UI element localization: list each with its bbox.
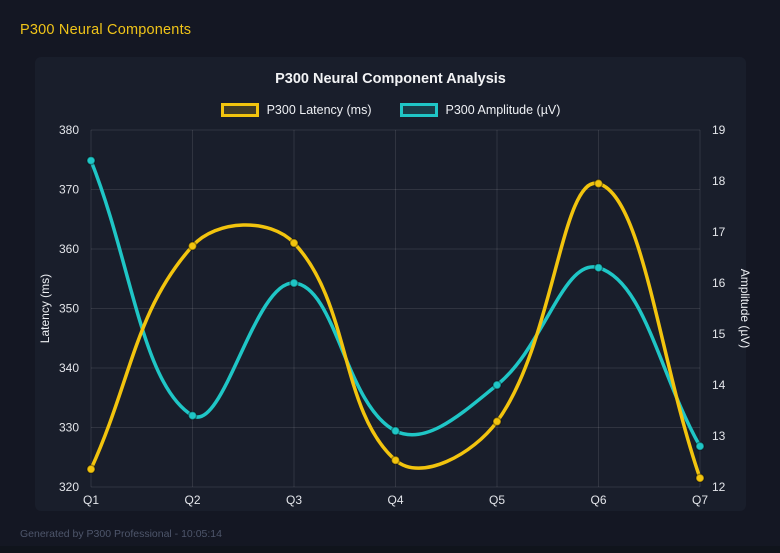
page-title: P300 Neural Components: [20, 22, 192, 38]
legend-item-latency[interactable]: P300 Latency (ms): [220, 103, 372, 117]
chart-card: P300 Neural Component Analysis P300 Late…: [35, 57, 746, 511]
footer-status: Generated by P300 Professional - 10:05:1…: [20, 528, 222, 540]
amplitude-point-Q6[interactable]: [593, 262, 604, 273]
bottom-edge: [0, 546, 780, 553]
amplitude-legend-swatch-icon: [399, 103, 438, 117]
x-axis-tick: Q2: [184, 493, 200, 507]
right-axis-tick: 13: [712, 429, 726, 443]
amplitude-point-Q1[interactable]: [86, 155, 96, 166]
left-axis-tick: 320: [59, 480, 79, 494]
left-axis-tick: 360: [59, 242, 79, 256]
left-axis-tick: 340: [59, 361, 79, 375]
right-axis-tick: 17: [712, 225, 726, 239]
right-axis-tick: 12: [712, 480, 726, 494]
latency-point-Q2[interactable]: [187, 241, 198, 251]
gridlines: [90, 129, 701, 488]
latency-point-Q1[interactable]: [86, 464, 96, 474]
legend-label-amplitude: P300 Amplitude (µV): [445, 103, 561, 117]
axis-tick-labels: 320 330 340 350 360 370 380 12 13 14 15 16 17 18 19 Q1 Q…: [59, 123, 726, 507]
amplitude-point-Q2[interactable]: [187, 410, 198, 421]
left-axis-tick: 380: [59, 123, 79, 137]
right-axis-tick: 14: [712, 378, 726, 392]
latency-legend-swatch-icon: [220, 103, 259, 117]
amplitude-point-Q4[interactable]: [390, 426, 401, 436]
chart-legend: P300 Latency (ms) P300 Amplitude (µV): [35, 103, 746, 117]
latency-point-Q6[interactable]: [593, 178, 604, 189]
x-axis-tick: Q7: [692, 493, 708, 507]
x-axis-tick: Q5: [489, 493, 505, 507]
x-axis-tick: Q4: [387, 493, 403, 507]
amplitude-point-Q7[interactable]: [695, 441, 705, 451]
right-axis-tick: 18: [712, 174, 726, 188]
right-axis-tick: 16: [712, 276, 726, 290]
legend-label-latency: P300 Latency (ms): [266, 103, 372, 117]
right-axis-tick: 19: [712, 123, 726, 137]
amplitude-point-Q5[interactable]: [492, 380, 502, 390]
left-axis-tick: 350: [59, 302, 79, 316]
left-axis-tick: 330: [59, 421, 79, 435]
latency-point-Q5[interactable]: [492, 416, 502, 427]
latency-point-Q7[interactable]: [695, 473, 705, 483]
x-axis-tick: Q3: [286, 493, 302, 507]
legend-item-amplitude[interactable]: P300 Amplitude (µV): [399, 103, 561, 117]
latency-point-Q4[interactable]: [390, 455, 401, 465]
chart-title: P300 Neural Component Analysis: [275, 71, 506, 87]
amplitude-point-Q3[interactable]: [289, 278, 299, 288]
left-axis-tick: 370: [59, 183, 79, 197]
right-axis-title: Amplitude (µV): [738, 269, 752, 349]
left-axis-title: Latency (ms): [38, 274, 52, 343]
x-axis-tick: Q1: [83, 493, 99, 507]
latency-point-Q3[interactable]: [289, 238, 299, 248]
right-axis-tick: 15: [712, 327, 726, 341]
x-axis-tick: Q6: [590, 493, 606, 507]
